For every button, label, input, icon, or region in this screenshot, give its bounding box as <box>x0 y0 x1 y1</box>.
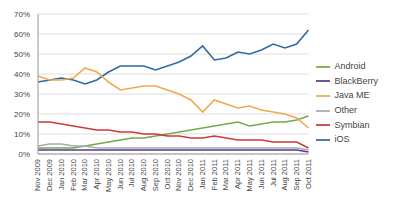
html-text:Java ME: Java ME <box>334 90 370 101</box>
html-text:Other: Other <box>334 105 357 115</box>
svg-text:50%: 50% <box>14 50 30 59</box>
svg-text:0%: 0% <box>18 150 30 159</box>
svg-text:Apr 2011: Apr 2011 <box>233 159 242 189</box>
svg-text:Aug 2011: Aug 2011 <box>280 159 289 191</box>
svg-text:20%: 20% <box>14 110 30 119</box>
svg-text:May 2011: May 2011 <box>245 159 254 191</box>
svg-text:Nov 2009: Nov 2009 <box>33 159 42 191</box>
svg-text:May 2010: May 2010 <box>104 159 113 192</box>
html-text:Symbian: Symbian <box>334 119 370 130</box>
svg-text:Jun 2011: Jun 2011 <box>257 159 266 189</box>
svg-text:Apr 2010: Apr 2010 <box>92 159 101 189</box>
svg-text:Aug 2010: Aug 2010 <box>139 159 148 191</box>
svg-text:Jun 2010: Jun 2010 <box>116 159 125 190</box>
svg-text:Jan 2011: Jan 2011 <box>198 159 207 189</box>
svg-text:30%: 30% <box>14 90 30 99</box>
svg-text:Sep 2010: Sep 2010 <box>151 159 160 191</box>
svg-text:Jul 2011: Jul 2011 <box>269 159 278 187</box>
svg-text:60%: 60% <box>14 30 30 39</box>
svg-text:Mar 2010: Mar 2010 <box>80 159 89 191</box>
svg-text:Feb 2010: Feb 2010 <box>69 159 78 191</box>
svg-text:Oct 2010: Oct 2010 <box>163 159 172 189</box>
svg-text:Jul 2010: Jul 2010 <box>127 159 136 187</box>
svg-text:40%: 40% <box>14 70 30 79</box>
html-text:BlackBerry: BlackBerry <box>334 75 378 86</box>
svg-text:70%: 70% <box>14 10 30 19</box>
svg-text:Feb 2011: Feb 2011 <box>210 159 219 190</box>
svg-text:Jan 2010: Jan 2010 <box>57 159 66 190</box>
svg-text:10%: 10% <box>14 130 30 139</box>
svg-text:Mar 2011: Mar 2011 <box>221 159 230 190</box>
svg-text:Dec 2010: Dec 2010 <box>186 159 195 191</box>
svg-text:Sep 2011: Sep 2011 <box>292 159 301 191</box>
svg-text:Nov 2010: Nov 2010 <box>174 159 183 191</box>
html-text:iOS: iOS <box>334 134 350 145</box>
svg-text:Oct 2011: Oct 2011 <box>304 159 313 189</box>
html-text:Android: Android <box>334 61 366 72</box>
svg-text:Dec 2009: Dec 2009 <box>45 159 54 191</box>
